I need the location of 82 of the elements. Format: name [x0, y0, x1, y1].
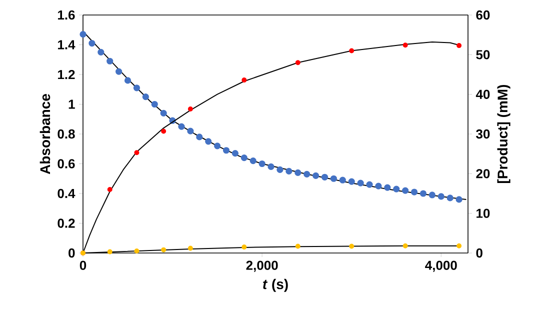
y-axis-title: Absorbance: [40, 94, 50, 174]
point: [124, 77, 132, 84]
y2-tick-label: 50: [476, 50, 490, 60]
y-tick-label: 1.6: [58, 10, 75, 20]
y-tick-label: 1.2: [58, 70, 75, 80]
point: [80, 31, 86, 38]
y-tick-label: 1: [68, 100, 75, 109]
y2-tick-label: 30: [476, 129, 490, 139]
point: [446, 194, 454, 202]
point: [438, 193, 444, 200]
y-tick-label: 0.6: [58, 159, 75, 168]
point: [142, 94, 149, 100]
point: [161, 128, 166, 134]
y2-tick-label: 20: [476, 169, 490, 178]
y2-axis-title: [Product] (mM): [497, 84, 510, 183]
y-tick-label: 0.2: [58, 218, 75, 228]
point: [349, 48, 354, 54]
point: [295, 244, 300, 249]
point: [410, 188, 418, 196]
point: [187, 128, 194, 134]
point: [366, 181, 373, 188]
point: [133, 84, 140, 92]
point: [196, 134, 203, 140]
point: [232, 150, 239, 157]
y2-tick-label: 10: [476, 208, 490, 218]
point: [420, 190, 427, 197]
point: [222, 147, 230, 154]
point: [294, 169, 302, 176]
y2-tick-label: 60: [476, 10, 490, 20]
point: [384, 184, 391, 191]
point: [188, 106, 193, 112]
x-tick-label: 4,000: [425, 260, 457, 272]
point: [116, 68, 122, 75]
point: [456, 196, 462, 203]
point: [214, 142, 221, 150]
point: [276, 166, 284, 173]
point: [402, 42, 408, 48]
point: [107, 249, 112, 254]
y-tick-label: 0.8: [58, 129, 75, 139]
point: [456, 243, 462, 248]
y2-tick-label: 0: [476, 248, 482, 258]
y-tick-label: 0: [68, 248, 75, 258]
point: [178, 123, 185, 130]
point: [258, 160, 266, 168]
point: [304, 170, 310, 178]
point: [321, 174, 328, 180]
point: [428, 192, 436, 198]
point: [250, 157, 256, 164]
point: [134, 248, 140, 254]
point: [151, 100, 158, 108]
y-tick-label: 0.4: [58, 188, 76, 198]
point: [160, 110, 167, 116]
point: [402, 187, 409, 194]
point: [98, 48, 104, 56]
point: [161, 247, 166, 252]
point: [349, 244, 354, 249]
y-tick-label: 1.4: [58, 40, 76, 50]
point: [393, 186, 400, 192]
point: [134, 150, 140, 156]
point: [240, 154, 248, 162]
point: [268, 163, 274, 170]
point: [88, 40, 96, 47]
point: [312, 172, 320, 179]
point: [375, 182, 382, 190]
point: [188, 246, 193, 251]
point: [295, 60, 300, 66]
point: [107, 187, 112, 192]
point: [402, 243, 408, 248]
x-axis-title: t (s): [263, 278, 288, 292]
point: [205, 138, 212, 145]
point: [456, 43, 462, 48]
point: [348, 178, 355, 185]
x-tick-label: 2,000: [246, 260, 278, 272]
point: [242, 244, 247, 250]
point: [330, 175, 337, 182]
point: [106, 58, 114, 64]
point: [357, 180, 364, 186]
y2-tick-label: 40: [476, 90, 490, 99]
point: [286, 168, 292, 174]
point: [339, 176, 346, 184]
x-tick-label: 0: [80, 260, 86, 270]
point: [242, 78, 247, 83]
